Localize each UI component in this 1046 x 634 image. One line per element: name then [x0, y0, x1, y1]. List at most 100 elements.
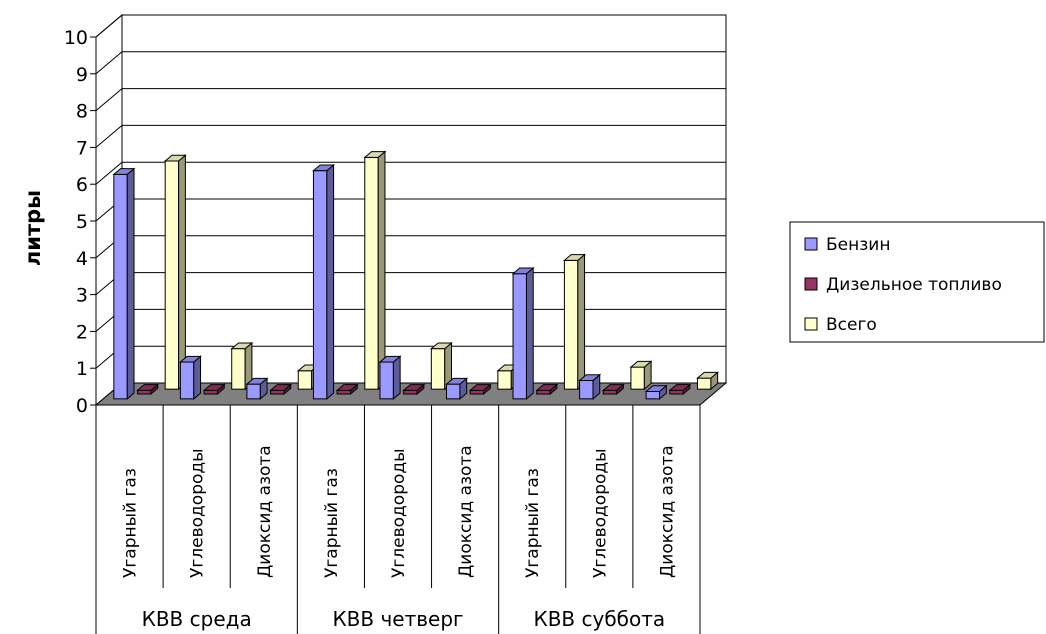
legend-box — [789, 221, 1045, 343]
bar-diesel — [335, 383, 359, 396]
y-tick-label: 10 — [64, 27, 88, 49]
bar-top — [563, 254, 586, 261]
bar-total — [230, 341, 254, 391]
legend-swatch-total — [804, 317, 818, 331]
x-group-label: КВВ суббота — [534, 607, 666, 631]
bar-benzin — [511, 266, 535, 400]
bar-top — [179, 355, 202, 363]
bar-top — [629, 360, 653, 368]
bar-front — [430, 348, 446, 390]
bar-benzin — [312, 163, 335, 400]
x-category-label: Диоксид азота — [657, 445, 677, 578]
bar-diesel — [136, 383, 160, 396]
x-group-label: КВВ среда — [142, 607, 252, 631]
bar-front — [379, 361, 394, 400]
bar-front — [164, 160, 180, 390]
bar-top — [402, 384, 426, 391]
y-axis: 0 1 2 3 4 5 6 7 8 9 10 — [64, 27, 97, 417]
bar-side — [178, 154, 186, 391]
bar-diesel — [468, 383, 492, 396]
bar-side — [392, 355, 401, 400]
gridline — [95, 124, 726, 148]
bar-front — [563, 259, 579, 390]
y-tick-label: 4 — [76, 248, 88, 270]
legend-swatch-diesel — [804, 277, 818, 291]
bar-side — [525, 266, 534, 400]
legend: Бензин Дизельное топливо Всего — [789, 221, 1045, 343]
y-tick-label: 2 — [76, 321, 88, 343]
y-tick-label: 1 — [76, 358, 88, 380]
bar-top — [312, 164, 335, 172]
bar-front — [630, 366, 645, 390]
bar-top — [136, 384, 160, 391]
bar-side — [326, 163, 335, 400]
y-tick-label: 6 — [76, 174, 88, 196]
bar-front — [696, 377, 712, 390]
bar-diesel — [601, 383, 625, 396]
bar-benzin — [179, 355, 202, 400]
bar-front — [137, 389, 152, 395]
bar-diesel — [202, 383, 226, 396]
gridline — [95, 88, 726, 111]
bar-diesel — [668, 383, 692, 396]
y-tick-label: 7 — [76, 137, 88, 159]
x-category-label: Углеводороды — [188, 448, 208, 578]
bar-benzin — [445, 377, 469, 400]
bar-front — [246, 383, 261, 400]
bar-side — [577, 253, 586, 391]
bar-front — [364, 156, 379, 390]
y-tick-label: 8 — [76, 101, 88, 123]
bar-diesel — [535, 383, 559, 396]
bar-top — [578, 374, 602, 381]
x-category-label: Угарный газ — [523, 468, 543, 578]
y-tick-label: 5 — [76, 211, 88, 233]
bar-front — [231, 348, 246, 390]
bar-top — [378, 355, 402, 363]
bar-side — [126, 167, 135, 400]
bar-diesel — [402, 383, 426, 396]
bar-front — [645, 390, 661, 400]
legend-label-diesel: Дизельное топливо — [826, 275, 1002, 295]
bar-top — [468, 384, 492, 391]
bar-benzin — [378, 355, 402, 400]
bar-total — [696, 371, 720, 391]
x-axis: Угарный газ Углеводороды Диоксид азота Угар… — [95, 405, 701, 634]
x-category-label: Угарный газ — [322, 468, 342, 578]
bar-total — [629, 360, 653, 391]
bar-top — [112, 168, 136, 175]
bar-total — [363, 150, 387, 391]
gridline — [95, 161, 726, 185]
bar-top — [445, 377, 469, 385]
x-category-label: Диоксид азота — [456, 445, 476, 578]
bar-top — [511, 267, 535, 275]
bar-benzin — [112, 167, 136, 400]
bar-total — [429, 341, 453, 391]
gridline — [95, 51, 726, 75]
bar-front — [446, 383, 461, 400]
bar-side — [377, 150, 386, 391]
bar-top — [230, 342, 254, 350]
legend-swatch-benzin — [804, 237, 818, 251]
bars — [112, 150, 720, 400]
bar-benzin — [644, 384, 668, 400]
bar-top — [668, 384, 692, 391]
bar-front — [312, 170, 328, 400]
bar-benzin — [578, 373, 602, 400]
bar-front — [179, 361, 195, 400]
gridline — [95, 14, 726, 38]
bar-front — [669, 389, 684, 395]
bar-top — [535, 384, 559, 391]
bar-top — [269, 384, 293, 391]
bar-diesel — [269, 383, 293, 396]
bar-top — [363, 151, 387, 158]
x-category-label: Углеводороды — [389, 448, 409, 578]
bar-front — [336, 389, 352, 395]
legend-label-total: Всего — [826, 315, 877, 335]
bar-top — [163, 154, 187, 162]
bar-benzin — [245, 377, 269, 400]
bar-front — [512, 273, 527, 400]
bar-top — [601, 384, 625, 391]
bar-front — [602, 389, 618, 395]
bar-side — [193, 355, 202, 400]
